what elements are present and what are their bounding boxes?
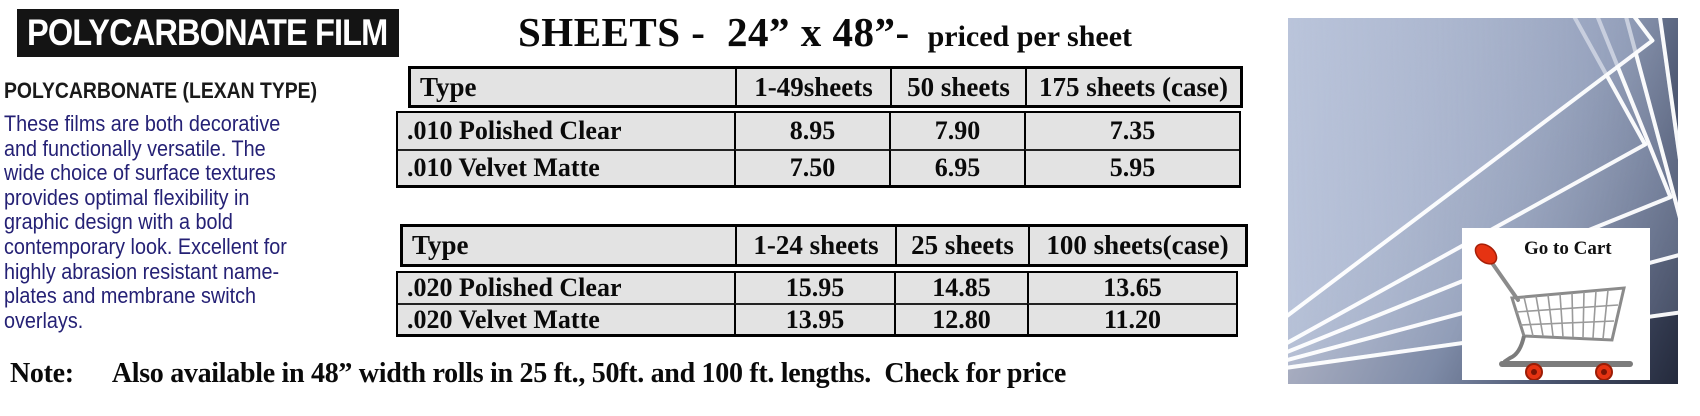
- description-line: contemporary look. Excellent for: [4, 233, 287, 259]
- product-subheading: POLYCARBONATE (LEXAN TYPE): [4, 78, 318, 103]
- price-cell: 11.20: [1027, 303, 1236, 335]
- description-line: These films are both decorative: [4, 111, 281, 136]
- price-table-020-body: .020 Polished Clear 15.95 14.85 13.65 .0…: [396, 271, 1238, 337]
- shopping-cart-icon: [1474, 243, 1633, 380]
- column-header-type: Type: [412, 230, 469, 260]
- go-to-cart-button[interactable]: Go to Cart: [1462, 228, 1650, 380]
- column-header-qty1: 1-24 sheets: [735, 227, 895, 264]
- type-cell: .010 Polished Clear: [407, 116, 622, 145]
- description-line: overlays.: [4, 307, 84, 333]
- page-title: SHEETS - 24” x 48”- priced per sheet: [400, 8, 1250, 60]
- type-cell: .010 Velvet Matte: [398, 149, 734, 185]
- column-header-qty2: 25 sheets: [895, 227, 1028, 264]
- price-cell: 7.35: [1024, 113, 1239, 149]
- description-line: and functionally versatile. The: [4, 135, 266, 161]
- price-cell: 15.95: [734, 273, 894, 303]
- description-line: wide choice of surface textures: [4, 160, 276, 186]
- column-header-qty3: 100 sheets(case): [1028, 227, 1245, 264]
- product-photo: Go to Cart: [1288, 18, 1678, 384]
- availability-note: Note: Also available in 48” width rolls …: [10, 358, 1066, 390]
- note-text: Also available in 48” width rolls in 25 …: [111, 358, 1066, 389]
- price-cell: 8.95: [734, 113, 889, 149]
- price-cell: 14.85: [894, 273, 1027, 303]
- column-header-qty1: 1-49sheets: [735, 69, 890, 105]
- description-line: plates and membrane switch: [4, 283, 257, 309]
- column-header-type: Type: [420, 71, 477, 102]
- price-cell: 7.50: [734, 149, 889, 185]
- price-table-010-header: Type 1-49sheets 50 sheets 175 sheets (ca…: [408, 66, 1243, 108]
- description-line: provides optimal flexibility in: [4, 184, 250, 210]
- price-cell: 5.95: [1024, 149, 1239, 185]
- price-cell: 13.95: [734, 303, 894, 335]
- price-table-010-body: .010 Polished Clear 8.95 7.90 7.35 .010 …: [396, 111, 1241, 188]
- price-cell: 6.95: [889, 149, 1024, 185]
- page-title-main: SHEETS - 24” x 48”-: [518, 9, 910, 55]
- category-banner: POLYCARBONATE FILM: [17, 9, 399, 57]
- description-line: graphic design with a bold: [4, 209, 233, 235]
- column-header-qty2: 50 sheets: [890, 69, 1025, 105]
- price-cell: 7.90: [889, 113, 1024, 149]
- description-line: highly abrasion resistant name-: [4, 258, 280, 284]
- product-description: These films are both decorative and func…: [4, 111, 382, 333]
- type-cell: .020 Velvet Matte: [398, 303, 734, 335]
- price-table-020-header: Type 1-24 sheets 25 sheets 100 sheets(ca…: [400, 224, 1248, 267]
- type-cell: .020 Polished Clear: [407, 273, 622, 302]
- go-to-cart-label: Go to Cart: [1524, 238, 1612, 259]
- page-title-suffix: priced per sheet: [927, 20, 1132, 53]
- category-banner-label: POLYCARBONATE FILM: [27, 12, 388, 53]
- price-cell: 13.65: [1027, 273, 1236, 303]
- note-label: Note:: [10, 358, 74, 389]
- price-cell: 12.80: [894, 303, 1027, 335]
- column-header-qty3: 175 sheets (case): [1025, 69, 1240, 105]
